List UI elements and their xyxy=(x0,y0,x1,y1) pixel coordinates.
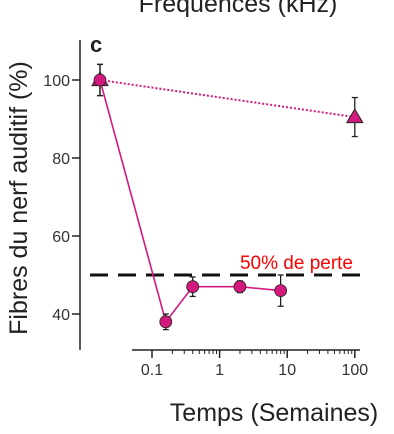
reference-line-label: 50% de perte xyxy=(240,253,353,274)
x-ticks: 0.1 1 10 100 xyxy=(141,350,368,379)
y-tick-label-2: 60 xyxy=(52,229,70,246)
y-tick-label-3: 40 xyxy=(52,307,70,324)
data-point-0-1 xyxy=(345,108,364,124)
data-point-1-2 xyxy=(186,280,200,294)
y-tick-label-0: 100 xyxy=(43,73,70,90)
x-tick-label-2: 10 xyxy=(278,362,296,379)
data-point-1-0 xyxy=(93,73,107,87)
top-label: Fréquences (kHz) xyxy=(139,0,338,18)
x-tick-label-3: 100 xyxy=(341,362,368,379)
data-point-1-3 xyxy=(233,280,247,294)
data-point-1-1 xyxy=(159,315,173,329)
reference-line-group: 50% de perte xyxy=(90,253,360,277)
plot-area xyxy=(91,63,364,331)
x-tick-label-0: 0.1 xyxy=(141,362,163,379)
y-axis-title: Fibres du nerf auditif (%) xyxy=(5,61,33,335)
series-line-0 xyxy=(99,79,355,119)
x-axis-title: Temps (Semaines) xyxy=(170,399,378,427)
panel-label: c xyxy=(90,32,102,57)
data-point-1-4 xyxy=(274,284,288,298)
x-tick-label-1: 1 xyxy=(215,362,224,379)
y-tick-label-1: 80 xyxy=(52,151,70,168)
y-ticks: 100 80 60 40 xyxy=(43,73,80,324)
